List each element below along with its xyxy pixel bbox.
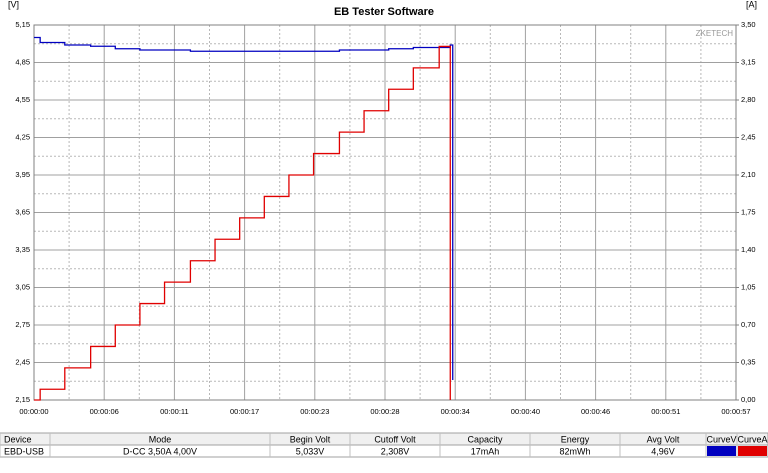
x-tick-label: 00:00:34	[441, 407, 470, 416]
plot: 00:00:00 00:00:06 00:00:11 00:00:17 00:00:23…	[15, 20, 755, 416]
x-tick-label: 00:00:51	[651, 407, 680, 416]
y-tick-label: 2,45	[15, 357, 30, 366]
x-tick-label: 00:00:06	[90, 407, 119, 416]
x-tick-label: 00:00:17	[230, 407, 259, 416]
y2-tick-label: 1,75	[741, 207, 756, 216]
x-tick-label: 00:00:00	[19, 407, 48, 416]
table-cell: 4,96V	[651, 446, 675, 456]
y-tick-label: 3,35	[15, 245, 30, 254]
header-cell: Mode	[149, 434, 172, 444]
y-tick-label: 4,85	[15, 57, 30, 66]
y-tick-label: 3,95	[15, 170, 30, 179]
y2-tick-label: 1,05	[741, 282, 756, 291]
y2-tick-label: 0,35	[741, 357, 756, 366]
header-cell: CurveA	[737, 434, 767, 444]
y-tick-label: 4,25	[15, 132, 30, 141]
y2-tick-label: 0,70	[741, 320, 756, 329]
y2-tick-label: 3,50	[741, 20, 756, 29]
y2-unit: [A]	[746, 0, 757, 9]
plot-border	[33, 24, 737, 401]
header-cell: Avg Volt	[647, 434, 680, 444]
chart-title: EB Tester Software	[334, 6, 434, 18]
table-cell: 17mAh	[471, 446, 500, 456]
header-cell: Begin Volt	[290, 434, 331, 444]
y-tick-label: 3,65	[15, 207, 30, 216]
header-cell: Cutoff Volt	[374, 434, 416, 444]
header-cell: CurveV	[706, 434, 736, 444]
watermark: ZKETECH	[696, 29, 734, 38]
y2-tick-label: 1,40	[741, 245, 756, 254]
y-tick-label: 2,15	[15, 395, 30, 404]
y-unit: [V]	[8, 0, 19, 9]
header-cell: Device	[4, 434, 32, 444]
y2-tick-label: 2,10	[741, 170, 756, 179]
table-cell: 2,308V	[381, 446, 410, 456]
table-cell: EBD-USB	[4, 446, 44, 456]
y2-tick-label: 2,45	[741, 132, 756, 141]
header-cell: Energy	[561, 434, 590, 444]
x-tick-label: 00:00:11	[160, 407, 189, 416]
curve-swatch	[707, 446, 736, 456]
x-tick-label: 00:00:46	[581, 407, 610, 416]
header-bg	[0, 432, 768, 446]
x-tick-label: 00:00:23	[300, 407, 329, 416]
table-cell: 82mWh	[559, 446, 590, 456]
header-cell: Capacity	[467, 434, 503, 444]
curve-swatch	[738, 446, 767, 456]
table-cell: 5,033V	[296, 446, 325, 456]
series-line	[34, 45, 451, 401]
series-line	[34, 36, 454, 380]
x-tick-label: 00:00:28	[370, 407, 399, 416]
y2-tick-label: 3,15	[741, 57, 756, 66]
x-tick-label: 00:00:40	[511, 407, 540, 416]
y-tick-label: 4,55	[15, 95, 30, 104]
y-tick-label: 2,75	[15, 320, 30, 329]
y-tick-label: 3,05	[15, 282, 30, 291]
y2-tick-label: 2,80	[741, 95, 756, 104]
table: Device Mode Begin Volt Cutoff Volt Capacity E…	[0, 432, 768, 458]
x-tick-label: 00:00:57	[721, 407, 750, 416]
y-tick-label: 5,15	[15, 20, 30, 29]
y2-tick-label: 0,00	[741, 395, 756, 404]
table-cell: D-CC 3,50A 4,00V	[123, 446, 197, 456]
